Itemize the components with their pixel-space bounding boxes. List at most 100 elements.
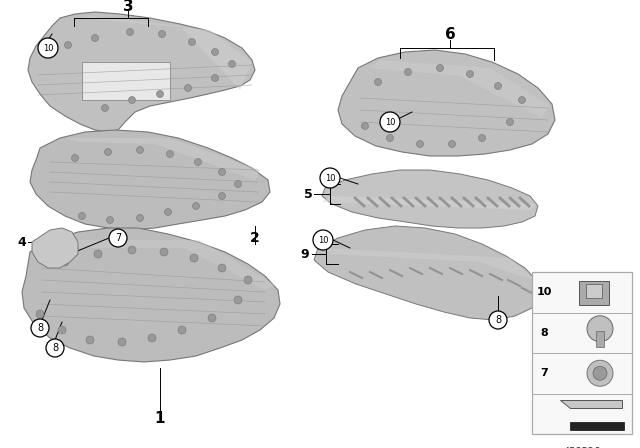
Polygon shape [322,196,536,210]
FancyBboxPatch shape [586,284,602,298]
Polygon shape [32,228,78,268]
Text: 10: 10 [385,117,396,126]
Circle shape [31,319,49,337]
Circle shape [104,148,111,155]
Polygon shape [368,60,550,118]
Circle shape [506,119,513,125]
Text: 1: 1 [155,410,165,426]
Polygon shape [338,50,555,156]
Polygon shape [30,130,270,230]
Text: 8: 8 [37,323,43,333]
Text: 4: 4 [18,236,26,249]
Circle shape [178,326,186,334]
Circle shape [127,29,134,35]
Text: 9: 9 [301,247,309,260]
Circle shape [362,122,369,129]
Circle shape [86,336,94,344]
Circle shape [374,78,381,86]
Text: 2: 2 [250,231,260,245]
Circle shape [417,141,424,147]
Circle shape [234,296,242,304]
Circle shape [211,48,218,56]
Circle shape [193,202,200,210]
Text: 458526: 458526 [563,447,600,448]
Circle shape [157,90,163,98]
Text: 7: 7 [115,233,121,243]
Circle shape [404,69,412,76]
Circle shape [244,276,252,284]
Circle shape [58,326,66,334]
Circle shape [38,38,58,58]
Circle shape [518,96,525,103]
Text: 8: 8 [52,343,58,353]
Circle shape [136,146,143,154]
Circle shape [234,181,241,188]
Circle shape [218,193,225,199]
Polygon shape [55,240,275,290]
Circle shape [128,246,136,254]
Text: 10: 10 [43,43,53,52]
FancyBboxPatch shape [579,281,609,305]
Polygon shape [82,62,170,100]
Text: 10: 10 [324,173,335,182]
Circle shape [467,70,474,78]
Circle shape [94,250,102,258]
Circle shape [102,104,109,112]
Text: 10: 10 [317,236,328,245]
Circle shape [36,310,44,318]
Circle shape [148,334,156,342]
Polygon shape [314,226,540,320]
Circle shape [118,338,126,346]
Polygon shape [560,400,622,408]
Circle shape [218,264,226,272]
Circle shape [479,134,486,142]
Circle shape [489,311,507,329]
Circle shape [136,215,143,221]
FancyBboxPatch shape [596,331,604,347]
Text: 6: 6 [445,26,456,42]
FancyBboxPatch shape [532,272,632,434]
Text: 3: 3 [123,0,133,13]
Text: 8: 8 [495,315,501,325]
Circle shape [189,39,195,46]
Polygon shape [65,138,260,180]
Circle shape [65,42,72,48]
Circle shape [79,212,86,220]
Circle shape [129,96,136,103]
Circle shape [449,141,456,147]
Circle shape [46,339,64,357]
Circle shape [218,168,225,176]
Text: 5: 5 [303,188,312,201]
Circle shape [164,208,172,215]
Circle shape [208,314,216,322]
Circle shape [160,248,168,256]
Circle shape [313,230,333,250]
Polygon shape [22,228,280,362]
Circle shape [72,155,79,161]
Polygon shape [570,422,624,430]
Circle shape [166,151,173,158]
Circle shape [195,159,202,165]
Circle shape [211,74,218,82]
Circle shape [495,82,502,90]
Polygon shape [322,170,538,228]
Circle shape [92,34,99,42]
Polygon shape [325,248,535,280]
Circle shape [593,366,607,380]
Text: 7: 7 [540,368,548,378]
Circle shape [190,254,198,262]
Circle shape [184,85,191,91]
Circle shape [587,360,613,386]
Circle shape [320,168,340,188]
Circle shape [228,60,236,68]
Circle shape [159,30,166,38]
Circle shape [109,229,127,247]
Circle shape [61,258,69,266]
Circle shape [387,134,394,142]
Circle shape [436,65,444,72]
Circle shape [380,112,400,132]
Text: 8: 8 [540,328,548,338]
Circle shape [587,316,613,342]
Polygon shape [28,12,255,132]
Circle shape [106,216,113,224]
